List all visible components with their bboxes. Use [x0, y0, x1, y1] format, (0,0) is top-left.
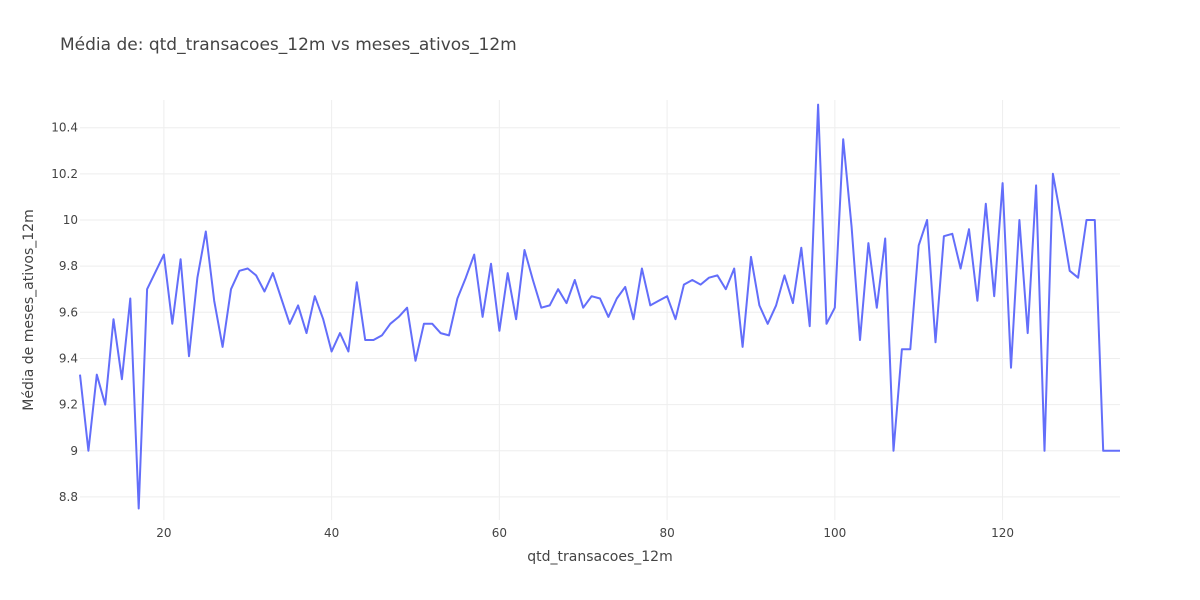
x-tick-label: 20 [156, 526, 171, 540]
y-tick-label: 9.2 [59, 398, 78, 412]
x-axis-title: qtd_transacoes_12m [527, 549, 672, 565]
y-tick-label: 10.4 [51, 121, 78, 135]
y-tick-label: 9.8 [59, 259, 78, 273]
y-axis-title: Média de meses_ativos_12m [21, 209, 37, 410]
x-tick-label: 60 [492, 526, 507, 540]
x-tick-label: 100 [823, 526, 846, 540]
y-tick-label: 9.6 [59, 305, 78, 319]
y-tick-label: 10 [63, 213, 78, 227]
x-tick-label: 80 [659, 526, 674, 540]
series-line [79, 103, 1120, 510]
x-axis-ticks: 20 40 60 80 100 120 [156, 526, 1014, 540]
y-tick-label: 8.8 [59, 490, 78, 504]
y-tick-label: 9 [70, 444, 78, 458]
y-tick-label: 9.4 [59, 351, 78, 365]
x-tick-label: 120 [991, 526, 1014, 540]
chart-title: Média de: qtd_transacoes_12m vs meses_at… [60, 35, 517, 55]
y-tick-label: 10.2 [51, 167, 78, 181]
y-axis-ticks: 8.8 9 9.2 9.4 9.6 9.8 10 10.2 10.4 [51, 121, 78, 504]
x-tick-label: 40 [324, 526, 339, 540]
series-layer [79, 103, 1120, 510]
grid-lines [80, 100, 1120, 520]
